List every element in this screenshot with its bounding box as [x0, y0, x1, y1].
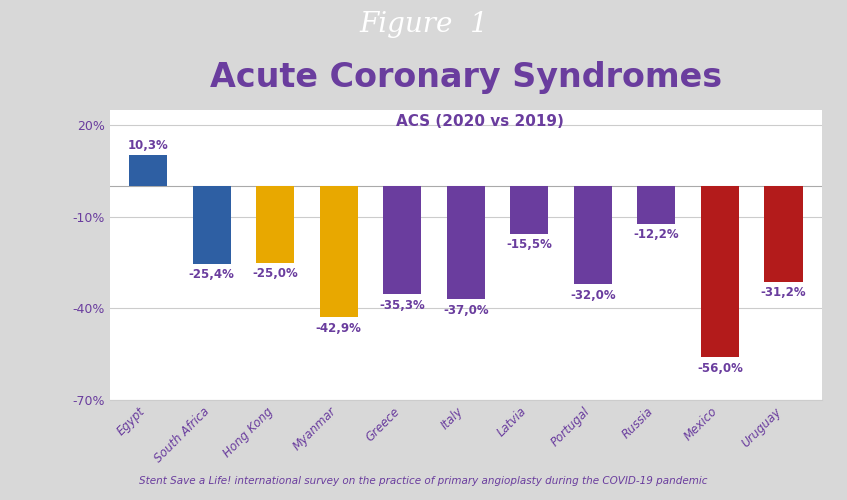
Bar [764, 186, 803, 282]
Bar [193, 186, 230, 264]
Bar [701, 186, 739, 358]
Bar [257, 186, 295, 262]
Text: Stent Save a Life! international survey on the practice of primary angioplasty d: Stent Save a Life! international survey … [139, 476, 708, 486]
Text: -25,4%: -25,4% [189, 268, 235, 281]
Text: -32,0%: -32,0% [570, 288, 616, 302]
Text: Acute Coronary Syndromes: Acute Coronary Syndromes [210, 61, 722, 94]
Text: Figure  1: Figure 1 [359, 12, 488, 38]
Bar [574, 186, 612, 284]
Bar [510, 186, 549, 234]
Text: -42,9%: -42,9% [316, 322, 362, 335]
Bar [130, 155, 168, 186]
Bar [447, 186, 484, 300]
Text: -25,0%: -25,0% [252, 267, 298, 280]
Text: -12,2%: -12,2% [634, 228, 679, 241]
Bar [320, 186, 358, 318]
Bar [383, 186, 422, 294]
Text: -35,3%: -35,3% [379, 298, 425, 312]
Text: 10,3%: 10,3% [128, 140, 169, 152]
Bar [638, 186, 676, 224]
Text: -56,0%: -56,0% [697, 362, 743, 375]
Text: ACS (2020 vs 2019): ACS (2020 vs 2019) [396, 114, 564, 130]
Text: -15,5%: -15,5% [507, 238, 552, 251]
Text: -37,0%: -37,0% [443, 304, 489, 317]
Text: -31,2%: -31,2% [761, 286, 806, 299]
